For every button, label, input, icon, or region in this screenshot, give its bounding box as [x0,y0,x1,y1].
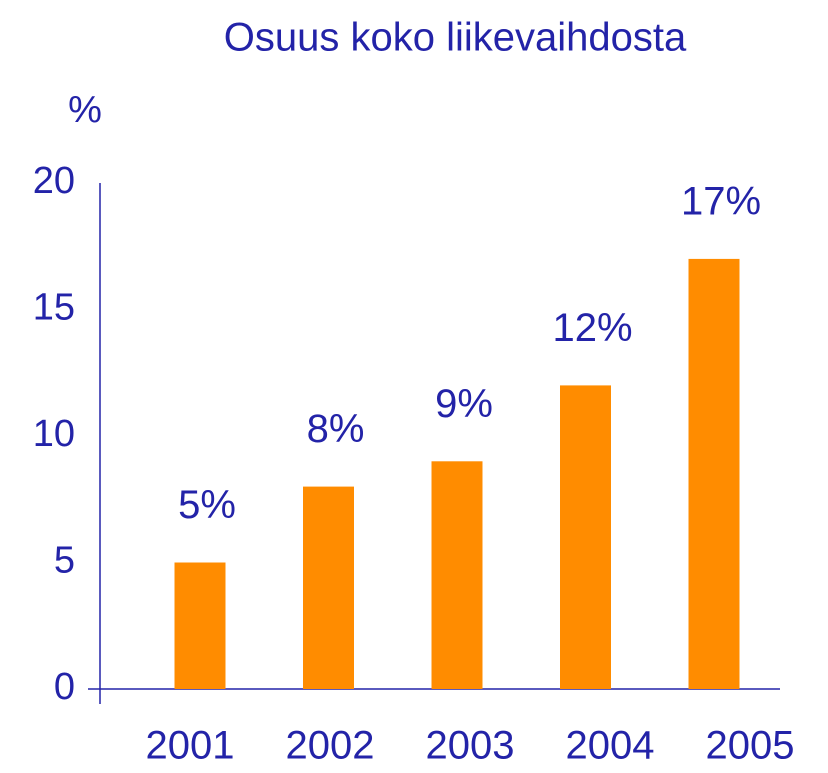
x-tick-label: 2002 [286,724,375,768]
x-tick-label: 2001 [146,724,235,768]
y-tick-label: 0 [54,666,75,708]
data-label: 8% [307,407,365,451]
chart-title: Osuus koko liikevaihdosta [224,16,687,60]
bar [688,258,740,689]
y-tick-label: 15 [33,287,75,329]
x-tick-label: 2003 [426,724,515,768]
y-axis-label: % [68,89,102,131]
x-tick-label: 2005 [706,724,795,768]
data-label: 12% [552,306,632,350]
bar [560,385,611,689]
data-label: 9% [435,382,493,426]
y-tick-label: 10 [33,413,75,455]
y-tick-label: 20 [33,160,75,202]
data-label: 17% [681,179,761,223]
y-tick-label: 5 [54,540,75,582]
bar [174,562,226,689]
data-label: 5% [178,483,236,527]
bar [303,486,354,689]
bar [431,461,483,689]
x-tick-label: 2004 [566,724,655,768]
